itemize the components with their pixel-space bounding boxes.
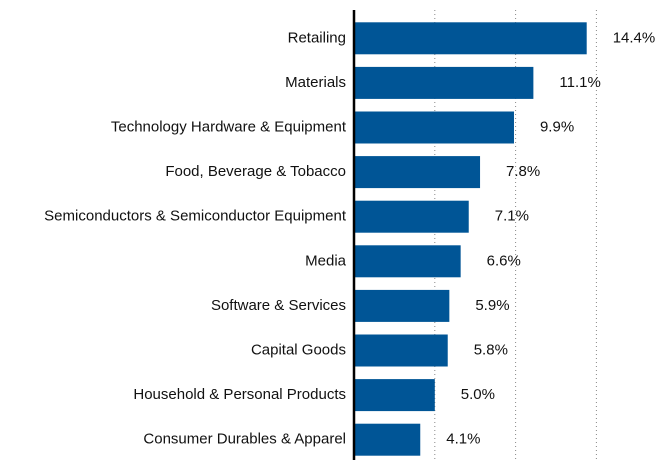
category-label: Software & Services xyxy=(211,297,346,314)
value-label: 11.1% xyxy=(559,74,600,91)
category-label: Retailing xyxy=(288,29,346,46)
bar xyxy=(354,156,481,189)
bar xyxy=(354,245,461,278)
value-label: 5.8% xyxy=(474,341,508,358)
category-label: Technology Hardware & Equipment xyxy=(111,118,347,135)
value-label: 14.4% xyxy=(613,29,656,46)
value-label: 5.0% xyxy=(461,386,495,403)
bar xyxy=(354,111,514,144)
value-label: 7.8% xyxy=(506,163,540,180)
category-label: Semiconductors & Semiconductor Equipment xyxy=(44,208,347,225)
category-label: Capital Goods xyxy=(251,341,346,358)
value-label: 6.6% xyxy=(487,252,521,269)
value-label: 9.9% xyxy=(540,118,574,135)
bar xyxy=(354,200,469,233)
bar xyxy=(354,22,587,55)
category-label: Household & Personal Products xyxy=(133,386,346,403)
category-label: Consumer Durables & Apparel xyxy=(143,431,346,448)
value-label: 5.9% xyxy=(475,297,509,314)
value-label: 7.1% xyxy=(495,208,529,225)
category-label: Food, Beverage & Tobacco xyxy=(165,163,346,180)
bar xyxy=(354,423,421,456)
bar xyxy=(354,289,450,322)
category-label: Media xyxy=(305,252,347,269)
bar xyxy=(354,66,534,99)
category-label: Materials xyxy=(285,74,346,91)
bar xyxy=(354,334,448,367)
bar xyxy=(354,379,435,412)
value-label: 4.1% xyxy=(446,431,480,448)
